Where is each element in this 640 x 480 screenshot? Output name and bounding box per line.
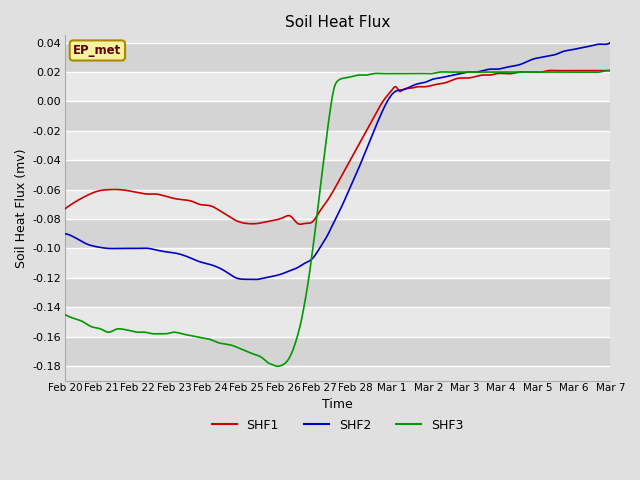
Text: EP_met: EP_met <box>73 44 122 57</box>
Bar <box>65 160 611 190</box>
Bar <box>65 72 611 101</box>
Bar <box>65 219 611 249</box>
Bar <box>65 43 611 72</box>
Bar <box>65 336 611 366</box>
Bar <box>65 249 611 278</box>
X-axis label: Time: Time <box>323 397 353 411</box>
Y-axis label: Soil Heat Flux (mv): Soil Heat Flux (mv) <box>15 148 28 268</box>
Bar <box>65 131 611 160</box>
Legend: SHF1, SHF2, SHF3: SHF1, SHF2, SHF3 <box>207 414 468 437</box>
Title: Soil Heat Flux: Soil Heat Flux <box>285 15 390 30</box>
Bar <box>65 307 611 336</box>
Bar <box>65 101 611 131</box>
Bar <box>65 190 611 219</box>
Bar <box>65 278 611 307</box>
